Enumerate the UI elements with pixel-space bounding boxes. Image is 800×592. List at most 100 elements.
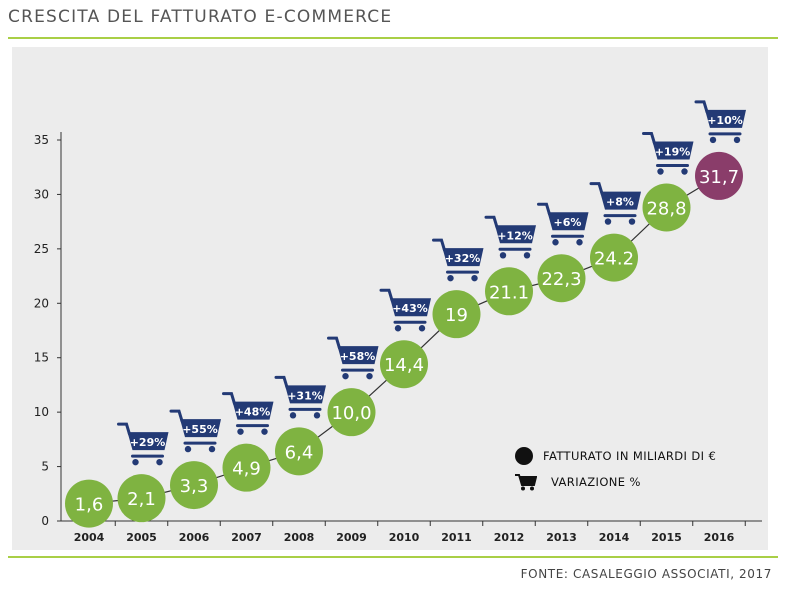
shopping-cart-icon: +55% (169, 409, 221, 453)
y-tick-label: 20 (34, 296, 49, 310)
shopping-cart-icon: +31% (274, 375, 326, 419)
x-tick-label: 2006 (179, 531, 210, 544)
y-tick-label: 5 (41, 460, 49, 474)
cart-wheel (132, 458, 139, 466)
cart-wheel (471, 274, 478, 282)
variation-label: +43% (392, 302, 428, 315)
cart-basket (180, 419, 221, 438)
data-point (117, 474, 166, 523)
variation-label: +29% (130, 436, 166, 449)
y-tick-label: 10 (34, 405, 49, 419)
cart-handle (589, 182, 604, 196)
cart-wheel (604, 218, 612, 225)
cart-handle (694, 100, 709, 114)
cart-handle (484, 215, 499, 229)
variation-label: +19% (655, 145, 691, 158)
cart-handle (432, 238, 446, 252)
cart-basket (442, 248, 484, 267)
variation-label: +12% (497, 229, 533, 242)
data-point (327, 388, 376, 437)
cart-wheel (523, 252, 531, 259)
cart-basket (652, 141, 694, 160)
cart-wheel (576, 239, 583, 246)
cart-basket (390, 298, 431, 317)
data-point (485, 267, 533, 316)
data-label: 24.2 (594, 249, 634, 270)
variation-label: +48% (235, 406, 271, 419)
legend: FATTURATO IN MILIARDI DI € VARIAZIONE % (515, 443, 716, 495)
shopping-cart-icon: +43% (379, 288, 431, 332)
variation-label: +31% (287, 389, 323, 402)
cart-wheel (366, 372, 373, 380)
cart-wheel (447, 274, 454, 282)
cart-wheel (394, 325, 402, 332)
x-tick-label: 2016 (704, 531, 735, 544)
cart-basket (232, 401, 274, 420)
cart-basket (285, 385, 326, 404)
legend-dot-icon (515, 447, 533, 465)
cart-wheel (681, 168, 688, 175)
legend-label-variation: VARIAZIONE % (551, 475, 641, 489)
shopping-cart-icon: +6% (537, 202, 589, 246)
x-tick-label: 2005 (126, 531, 157, 544)
legend-cart-icon (515, 474, 537, 491)
data-point (170, 461, 218, 510)
data-label: 10,0 (331, 403, 371, 424)
cart-basket (600, 191, 641, 210)
data-point (537, 254, 586, 303)
x-tick-label: 2011 (441, 531, 472, 544)
variation-label: +58% (340, 350, 376, 363)
cart-wheel (628, 218, 636, 225)
cart-handle (169, 409, 184, 423)
cart-wheel (156, 458, 163, 466)
cart-handle (117, 422, 131, 436)
chart-panel: 0 5 10 15 20 25 30 35 2004 2005 2006 2007 2008 2009 20… (12, 47, 768, 550)
x-tick-label: 2008 (284, 531, 315, 544)
cart-handle (274, 375, 289, 389)
chart-svg: 0 5 10 15 20 25 30 35 2004 2005 2006 2007 2008 2009 20… (34, 100, 762, 544)
data-point (695, 151, 743, 200)
legend-item-variation: VARIAZIONE % (515, 469, 716, 495)
cart-wheel (733, 136, 741, 144)
bottom-divider (8, 556, 778, 558)
y-tick-label: 15 (34, 351, 49, 365)
data-point (222, 443, 271, 492)
shopping-cart-icon: +10% (694, 100, 746, 144)
cart-wheel (237, 428, 244, 435)
data-label: 19 (445, 305, 468, 326)
cart-wheel (499, 252, 507, 259)
data-label: 4,9 (232, 459, 261, 480)
shopping-cart-icon: +48% (222, 392, 274, 435)
source-note: FONTE: CASALEGGIO ASSOCIATI, 2017 (520, 567, 772, 581)
variation-label: +8% (606, 196, 634, 209)
data-label: 1,6 (75, 495, 104, 516)
cart-basket (547, 212, 589, 231)
cart-basket (495, 225, 536, 244)
data-label: 28,8 (646, 198, 686, 219)
x-tick-label: 2015 (651, 531, 682, 544)
y-tick-label: 30 (34, 187, 49, 201)
cart-handle (642, 131, 656, 145)
data-point (432, 290, 481, 339)
variation-label: +10% (707, 114, 743, 127)
x-tick-label: 2009 (336, 531, 367, 544)
y-tick-label: 35 (34, 133, 49, 147)
cart-basket (127, 432, 169, 451)
data-point (65, 479, 113, 528)
data-label: 6,4 (285, 442, 314, 463)
cart-wheel (313, 412, 321, 419)
data-point (642, 183, 691, 232)
cart-handle (379, 288, 394, 302)
data-point (275, 427, 323, 476)
legend-label-revenue: FATTURATO IN MILIARDI DI € (543, 449, 717, 463)
x-tick-label: 2014 (599, 531, 630, 544)
x-tick-label: 2010 (389, 531, 420, 544)
data-point (380, 340, 428, 389)
x-tick-label: 2004 (74, 531, 105, 544)
cart-wheel (418, 325, 426, 332)
shopping-cart-icon: +29% (117, 422, 169, 466)
cart-wheel (289, 412, 297, 419)
cart-wheel (208, 445, 216, 453)
cart-wheel (342, 372, 349, 380)
cart-wheel (709, 136, 717, 144)
